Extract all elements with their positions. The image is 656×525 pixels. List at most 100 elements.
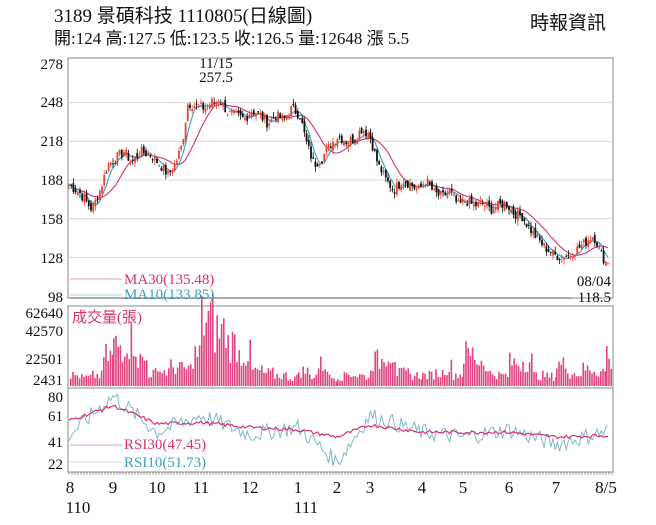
candle-body: [354, 139, 356, 141]
volume-bar: [165, 375, 168, 386]
volume-bar: [130, 322, 133, 386]
candle-body: [241, 114, 244, 118]
volume-y-tick: 22501: [26, 352, 64, 368]
candle-body: [481, 203, 484, 205]
volume-bar: [560, 364, 562, 386]
candle-body: [492, 209, 495, 214]
candle-body: [70, 184, 73, 186]
volume-bar: [115, 335, 117, 386]
candle-body: [387, 177, 389, 182]
volume-bar: [426, 379, 428, 386]
volume-bar: [296, 374, 298, 386]
candle-body: [380, 166, 383, 173]
volume-bar: [556, 368, 558, 386]
volume-bar: [411, 380, 414, 386]
candle-body: [587, 240, 590, 247]
volume-bar: [278, 377, 281, 386]
candle-body: [294, 105, 297, 114]
volume-bar: [209, 302, 212, 386]
x-month-label: 12: [242, 478, 259, 497]
x-month-label: 4: [418, 478, 427, 497]
volume-bar: [135, 356, 137, 386]
price-y-tick: 218: [41, 134, 64, 150]
price-y-tick: 278: [41, 57, 64, 73]
volume-bar: [240, 365, 243, 386]
candle-body: [160, 167, 163, 171]
candle-body: [398, 181, 400, 189]
candle-body: [217, 102, 220, 104]
volume-y-tick: 42570: [26, 324, 64, 340]
volume-bar: [302, 366, 304, 386]
volume-bar: [405, 370, 407, 386]
volume-bar: [381, 358, 383, 386]
candle-body: [567, 254, 570, 256]
volume-bar: [370, 370, 372, 386]
volume-bar: [461, 376, 464, 386]
volume-bar: [584, 370, 587, 386]
candle-body: [538, 236, 541, 241]
x-month-label: 6: [505, 478, 514, 497]
candle-body: [560, 257, 563, 259]
volume-bar: [392, 362, 394, 386]
candle-body: [237, 110, 240, 113]
volume-bar: [376, 349, 379, 386]
candle-body: [349, 136, 352, 144]
volume-bar: [311, 379, 313, 386]
candle-body: [494, 207, 497, 210]
candle-body: [277, 111, 279, 123]
candle-body: [103, 175, 106, 185]
volume-bar: [374, 351, 376, 386]
volume-bar: [354, 376, 357, 386]
volume-bar: [283, 373, 285, 386]
volume-bar: [337, 379, 339, 386]
candle-body: [453, 193, 455, 195]
volume-bar: [291, 380, 294, 386]
candle-body: [424, 184, 427, 187]
volume-bar: [89, 374, 92, 386]
volume-bar: [267, 368, 270, 386]
x-month-label: 1: [294, 478, 303, 497]
candle-body: [479, 200, 482, 203]
candle-body: [307, 139, 310, 146]
x-month-label: 8/5: [595, 478, 617, 497]
candle-body: [591, 237, 594, 241]
x-month-label: 11: [193, 478, 209, 497]
candle-body: [325, 147, 328, 152]
candle-body: [334, 143, 337, 146]
volume-bar: [139, 354, 141, 386]
volume-bar: [326, 371, 329, 386]
price-y-tick: 248: [41, 95, 64, 111]
volume-bar: [225, 347, 227, 386]
volume-bar: [546, 372, 548, 386]
candle-body: [301, 118, 304, 123]
volume-bar: [365, 379, 368, 386]
volume-bar: [385, 366, 387, 386]
volume-bar: [274, 378, 276, 386]
volume-bar: [535, 372, 537, 386]
volume-bar: [537, 379, 540, 386]
candle-body: [85, 193, 88, 202]
volume-bar: [502, 374, 505, 386]
chart-title: 3189 景碩科技 1110805(日線圖): [54, 6, 313, 27]
candle-body: [444, 192, 447, 196]
volume-bar: [87, 375, 90, 386]
x-month-label: 8: [66, 478, 75, 497]
volume-bar: [539, 380, 542, 386]
volume-bar: [437, 377, 439, 386]
candle-body: [156, 159, 158, 163]
candlesticks: [68, 96, 609, 267]
x-month-label: 9: [109, 478, 118, 497]
volume-bar: [306, 367, 309, 386]
volume-bar: [124, 356, 126, 386]
candle-body: [510, 209, 513, 214]
candle-body: [125, 149, 128, 156]
candle-body: [140, 147, 143, 158]
candle-body: [259, 113, 262, 115]
volume-bar: [252, 369, 254, 386]
volume-bar: [148, 377, 150, 386]
volume-bar: [276, 373, 278, 386]
low-date-label: 08/04: [577, 274, 612, 290]
volume-bar: [81, 374, 83, 386]
candle-body: [193, 106, 196, 109]
candle-body: [395, 182, 398, 195]
